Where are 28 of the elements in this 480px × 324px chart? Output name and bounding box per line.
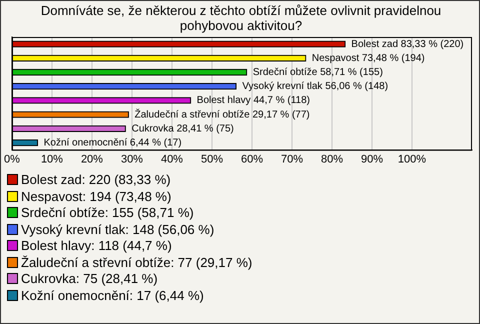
- chart-title: Domníváte se, že některou z těchto obtíží můžete ovlivnit pravidelnou pohybovou aktivitou?: [40, 3, 442, 33]
- x-tick-label: 70%: [280, 153, 304, 166]
- text: Srdeční obtíže: 155 (58,71 %): [21, 205, 194, 220]
- category-label: Kožní onemocnění 6,44 % (17): [44, 138, 182, 148]
- x-tick-label: 100%: [398, 153, 426, 166]
- text: Vysoký krevní tlak: 148 (56,06 %): [21, 222, 214, 236]
- x-tick-label: 30%: [120, 153, 144, 166]
- x-tick-label: 20%: [80, 153, 104, 166]
- x-tick-label: 40%: [160, 153, 184, 166]
- category-label: Srdeční obtíže 58,71 % (155): [252, 67, 383, 78]
- text: Bolest hlavy: 118 (44,7 %): [21, 238, 172, 253]
- text: Žaludeční a střevní obtíže: 77 (29,17 %): [21, 254, 252, 270]
- text: Kožní onemocnění: 17 (6,44 %): [21, 288, 204, 302]
- category-label: Bolest zad 83,33 % (220): [351, 38, 464, 50]
- category-label: Bolest hlavy 44,7 % (118): [196, 95, 310, 106]
- category-label: Vysoký krevní tlak 56,06 % (148): [242, 81, 388, 92]
- text: Bolest zad: 220 (83,33 %): [21, 172, 171, 187]
- text: Nespavost: 194 (73,48 %): [21, 188, 172, 204]
- x-tick-label: 90%: [360, 153, 384, 166]
- x-tick-label: 80%: [320, 153, 344, 166]
- category-label: Žaludeční a střevní obtíže 29,17 % (77): [134, 109, 310, 120]
- x-tick-label: 0%: [4, 153, 20, 166]
- x-tick-label: 60%: [240, 153, 264, 166]
- category-label: Nespavost 73,48 % (194): [312, 52, 425, 64]
- category-label: Cukrovka 28,41 % (75): [132, 123, 234, 134]
- x-tick-label: 10%: [40, 153, 64, 166]
- text: Cukrovka: 75 (28,41 %): [21, 271, 158, 286]
- x-tick-label: 50%: [200, 153, 224, 166]
